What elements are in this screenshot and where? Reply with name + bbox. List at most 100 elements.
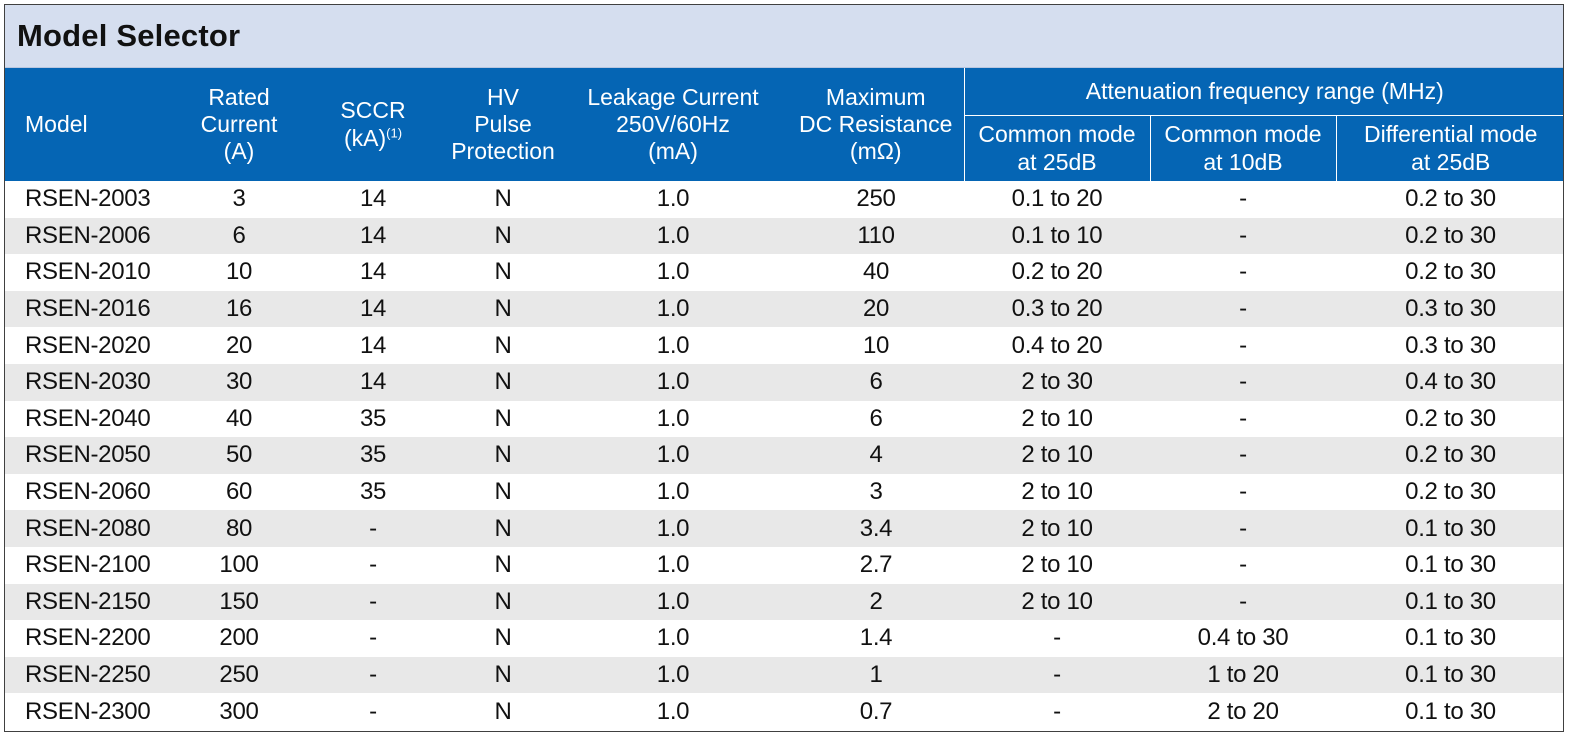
cell-model: RSEN-2010 <box>5 254 180 291</box>
cell-common-mode-10db: - <box>1150 473 1336 511</box>
cell-model: RSEN-2030 <box>5 363 180 401</box>
cell-common-mode-10db: - <box>1150 546 1336 584</box>
cell-rated-current: 200 <box>180 620 298 657</box>
cell-sccr: 14 <box>298 217 448 255</box>
cell-dc-resistance: 40 <box>788 254 964 291</box>
table-row: RSEN-2150 150- N 1.0 2 2 to 10-0.1 to 30 <box>5 583 1563 621</box>
cell-rated-current: 80 <box>180 510 298 547</box>
cell-common-mode-25db: 0.2 to 20 <box>964 254 1150 291</box>
footnote-marker: (1) <box>386 124 403 140</box>
cell-model: RSEN-2080 <box>5 510 180 547</box>
table-row: RSEN-2040 40 35 N 1.0 6 2 to 10-0.2 to 30 <box>5 400 1563 438</box>
cell-sccr: 14 <box>298 181 448 218</box>
table-row: RSEN-2006 6 14 N 1.0 110 0.1 to 10-0.2 to 30 <box>5 217 1563 255</box>
cell-model: RSEN-2016 <box>5 290 180 328</box>
cell-leakage-current: 1.0 <box>558 290 788 328</box>
cell-sccr: - <box>298 583 448 621</box>
cell-model: RSEN-2150 <box>5 583 180 621</box>
header-leakage-current: Leakage Current 250V/60Hz (mA) <box>558 68 788 181</box>
cell-common-mode-25db: - <box>964 656 1150 694</box>
cell-differential-mode-25db: 0.2 to 30 <box>1336 437 1563 474</box>
cell-model: RSEN-2300 <box>5 693 180 730</box>
header-differential-mode-25db: Differential mode at 25dB <box>1335 115 1563 181</box>
cell-leakage-current: 1.0 <box>558 546 788 584</box>
cell-differential-mode-25db: 0.4 to 30 <box>1336 363 1563 401</box>
cell-common-mode-10db: - <box>1150 510 1336 547</box>
cell-differential-mode-25db: 0.2 to 30 <box>1336 254 1563 291</box>
cell-common-mode-25db: 2 to 10 <box>964 473 1150 511</box>
cell-model: RSEN-2200 <box>5 620 180 657</box>
cell-dc-resistance: 2 <box>788 583 964 621</box>
cell-hv-pulse-protection: N <box>448 181 558 218</box>
cell-common-mode-25db: 0.4 to 20 <box>964 327 1150 364</box>
cell-common-mode-25db: 0.1 to 10 <box>964 217 1150 255</box>
header-hv-pulse-protection: HV Pulse Protection <box>448 68 558 181</box>
cell-sccr: 35 <box>298 437 448 474</box>
cell-common-mode-25db: 2 to 10 <box>964 583 1150 621</box>
cell-model: RSEN-2250 <box>5 656 180 694</box>
table-body: RSEN-2003 3 14 N 1.0 250 0.1 to 20-0.2 to 30 RS… <box>5 181 1563 730</box>
cell-model: RSEN-2020 <box>5 327 180 364</box>
cell-dc-resistance: 10 <box>788 327 964 364</box>
cell-hv-pulse-protection: N <box>448 656 558 694</box>
cell-differential-mode-25db: 0.1 to 30 <box>1336 693 1563 730</box>
model-selector-panel: Model Selector Model Rated Current (A) <box>4 4 1564 732</box>
cell-hv-pulse-protection: N <box>448 327 558 364</box>
title-bar: Model Selector <box>5 5 1563 68</box>
table-row: RSEN-2030 30 14 N 1.0 6 2 to 30-0.4 to 30 <box>5 363 1563 401</box>
cell-common-mode-25db: 2 to 30 <box>964 363 1150 401</box>
cell-common-mode-25db: 2 to 10 <box>964 546 1150 584</box>
cell-hv-pulse-protection: N <box>448 620 558 657</box>
cell-differential-mode-25db: 0.3 to 30 <box>1336 290 1563 328</box>
cell-common-mode-25db: 2 to 10 <box>964 437 1150 474</box>
cell-rated-current: 50 <box>180 437 298 474</box>
cell-common-mode-10db: - <box>1150 437 1336 474</box>
cell-leakage-current: 1.0 <box>558 400 788 438</box>
cell-common-mode-25db: - <box>964 693 1150 730</box>
cell-leakage-current: 1.0 <box>558 254 788 291</box>
cell-dc-resistance: 6 <box>788 400 964 438</box>
cell-leakage-current: 1.0 <box>558 473 788 511</box>
cell-rated-current: 30 <box>180 363 298 401</box>
cell-model: RSEN-2050 <box>5 437 180 474</box>
cell-hv-pulse-protection: N <box>448 363 558 401</box>
cell-differential-mode-25db: 0.2 to 30 <box>1336 217 1563 255</box>
table-row: RSEN-2300 300- N 1.0 0.7-2 to 20 0.1 to 30 <box>5 693 1563 730</box>
cell-hv-pulse-protection: N <box>448 217 558 255</box>
cell-dc-resistance: 250 <box>788 181 964 218</box>
cell-hv-pulse-protection: N <box>448 583 558 621</box>
table-row: RSEN-2010 10 14 N 1.0 40 0.2 to 20-0.2 to 30 <box>5 254 1563 291</box>
cell-common-mode-10db: 0.4 to 30 <box>1150 620 1336 657</box>
cell-hv-pulse-protection: N <box>448 546 558 584</box>
cell-hv-pulse-protection: N <box>448 473 558 511</box>
cell-rated-current: 16 <box>180 290 298 328</box>
table-row: RSEN-2100 100- N 1.0 2.7 2 to 10-0.1 to 30 <box>5 546 1563 584</box>
cell-rated-current: 250 <box>180 656 298 694</box>
cell-common-mode-10db: 1 to 20 <box>1150 656 1336 694</box>
cell-dc-resistance: 2.7 <box>788 546 964 584</box>
cell-model: RSEN-2006 <box>5 217 180 255</box>
cell-sccr: 14 <box>298 254 448 291</box>
cell-sccr: 14 <box>298 363 448 401</box>
header-dc-resistance: Maximum DC Resistance (mΩ) <box>788 68 964 181</box>
cell-dc-resistance: 1.4 <box>788 620 964 657</box>
cell-differential-mode-25db: 0.1 to 30 <box>1336 656 1563 694</box>
cell-common-mode-10db: - <box>1150 400 1336 438</box>
cell-differential-mode-25db: 0.2 to 30 <box>1336 473 1563 511</box>
cell-common-mode-10db: 2 to 20 <box>1150 693 1336 730</box>
cell-rated-current: 40 <box>180 400 298 438</box>
table-row: RSEN-2250 250- N 1.0 1-1 to 20 0.1 to 30 <box>5 656 1563 694</box>
cell-dc-resistance: 1 <box>788 656 964 694</box>
cell-rated-current: 6 <box>180 217 298 255</box>
cell-dc-resistance: 6 <box>788 363 964 401</box>
cell-dc-resistance: 0.7 <box>788 693 964 730</box>
cell-leakage-current: 1.0 <box>558 327 788 364</box>
cell-dc-resistance: 4 <box>788 437 964 474</box>
cell-common-mode-10db: - <box>1150 583 1336 621</box>
cell-differential-mode-25db: 0.1 to 30 <box>1336 583 1563 621</box>
header-common-mode-25db: Common mode at 25dB <box>963 115 1150 181</box>
cell-sccr: - <box>298 546 448 584</box>
table-header: Model Rated Current (A) SCCR (kA)(1) HV … <box>5 68 1563 181</box>
cell-sccr: - <box>298 693 448 730</box>
cell-sccr: - <box>298 620 448 657</box>
